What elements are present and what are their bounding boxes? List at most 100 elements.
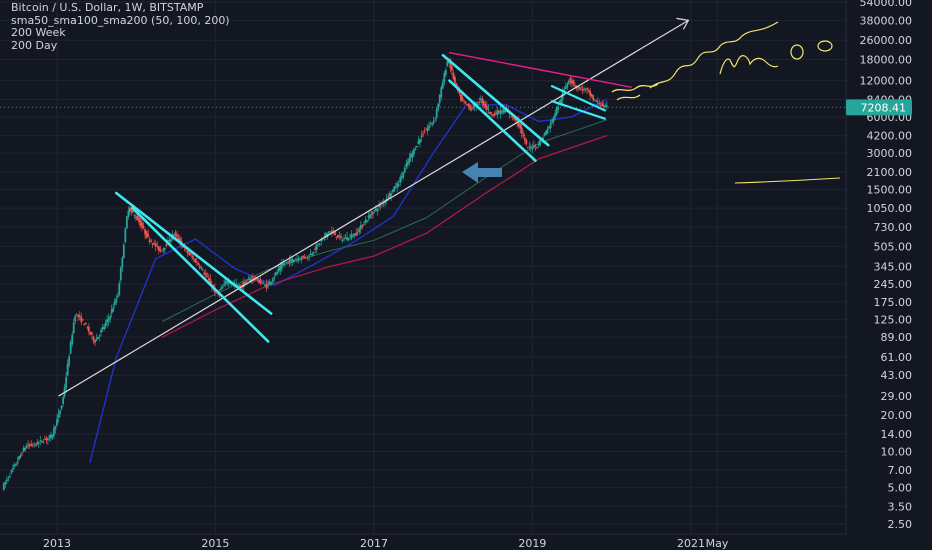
- candle-body: [596, 101, 599, 103]
- candle-body: [12, 467, 14, 470]
- candle-body: [188, 252, 191, 255]
- channel-line-2019-lower: [550, 100, 606, 120]
- time-axis[interactable]: 2013 2015 2017 2019 2021 May: [43, 537, 729, 550]
- candle-body: [508, 113, 511, 115]
- candle-body: [103, 326, 105, 330]
- candle-body: [145, 231, 148, 238]
- price-tick-label: 125.00: [874, 313, 913, 326]
- candle-body: [490, 112, 493, 113]
- candle-body: [604, 105, 607, 107]
- candle-body: [21, 453, 23, 455]
- candle-body: [318, 243, 321, 245]
- candle-body: [25, 446, 28, 448]
- candle-body: [481, 98, 484, 104]
- time-tick-label: 2021: [677, 537, 705, 550]
- candle-body: [69, 342, 72, 354]
- candle-body: [74, 315, 77, 322]
- candle-body: [154, 243, 157, 247]
- candle-body: [413, 148, 415, 155]
- candle-body: [592, 95, 595, 100]
- candle-body: [382, 203, 385, 204]
- candle-body: [144, 229, 146, 235]
- candle-body: [65, 376, 68, 389]
- candle-body: [186, 250, 189, 254]
- candle-body: [22, 447, 25, 452]
- candle-body: [420, 135, 423, 138]
- candle-body: [529, 146, 532, 149]
- current-price-badge[interactable]: [846, 99, 912, 116]
- candle-body: [98, 335, 101, 337]
- candle-body: [416, 145, 418, 148]
- candle-body: [537, 144, 540, 146]
- candle-body: [602, 104, 605, 107]
- candle-body: [267, 283, 270, 285]
- candle-body: [129, 207, 131, 212]
- candle-body: [136, 215, 139, 220]
- candle-body: [236, 284, 239, 286]
- candle-body: [139, 220, 142, 227]
- legend-line-200-day[interactable]: 200 Day: [11, 38, 58, 52]
- candle-body: [71, 334, 74, 345]
- time-tick-label: May: [706, 537, 729, 550]
- candle-body: [356, 232, 359, 234]
- candle-body: [566, 83, 569, 88]
- candle-body: [280, 263, 283, 269]
- candle-body: [425, 129, 427, 131]
- candle-body: [104, 322, 107, 326]
- candle-body: [33, 442, 36, 444]
- candle-body: [567, 80, 570, 84]
- candle-body: [207, 278, 210, 281]
- candle-body: [504, 110, 506, 113]
- candle-body: [170, 239, 172, 242]
- candle-body: [241, 284, 244, 286]
- candle-body: [452, 72, 455, 80]
- candle-body: [151, 243, 154, 245]
- candle-body: [10, 470, 13, 473]
- legend-line-200-week[interactable]: 200 Week: [11, 26, 66, 39]
- candle-body: [523, 137, 526, 141]
- candle-body: [525, 139, 528, 145]
- candle-body: [461, 97, 464, 101]
- candle-body: [39, 440, 42, 441]
- symbol-title[interactable]: Bitcoin / U.S. Dollar, 1W, BITSTAMP: [11, 1, 204, 14]
- candle-body: [106, 319, 109, 323]
- price-axis[interactable]: 54000.00 38000.00 26000.00 18000.00 12000.00…: [846, 0, 912, 531]
- candle-body: [358, 228, 361, 233]
- price-tick-label: 3.50: [888, 500, 913, 513]
- candle-body: [53, 427, 55, 436]
- candle-body: [84, 323, 87, 325]
- candle-body: [270, 281, 273, 284]
- candle-body: [162, 248, 165, 251]
- candle-body: [437, 103, 440, 110]
- candle-body: [569, 78, 572, 82]
- candle-body: [396, 183, 399, 188]
- candle-body: [375, 208, 377, 211]
- candle-body: [80, 316, 83, 323]
- candle-body: [349, 235, 352, 237]
- candle-body: [119, 267, 122, 281]
- candle-body: [419, 138, 421, 144]
- candle-body: [130, 208, 133, 212]
- candle-body: [426, 127, 429, 131]
- candle-body: [478, 101, 481, 104]
- candle-body: [273, 277, 276, 280]
- candle-body: [324, 233, 327, 238]
- price-tick-label: 505.00: [874, 240, 913, 253]
- candle-body: [91, 332, 93, 335]
- indicator-title[interactable]: sma50_sma100_sma200 (50, 100, 200): [11, 13, 230, 27]
- candle-body: [402, 171, 405, 178]
- price-tick-label: 245.00: [874, 278, 913, 291]
- candle-body: [7, 477, 10, 479]
- candle-body: [373, 210, 376, 212]
- sketch-circle: [790, 44, 804, 60]
- candle-body: [68, 356, 71, 365]
- candle-body: [306, 255, 309, 257]
- candle-body: [314, 248, 317, 250]
- candle-body: [31, 444, 34, 446]
- candle-body: [42, 442, 45, 444]
- candle-body: [528, 146, 531, 147]
- candle-body: [578, 87, 581, 90]
- candle-body: [197, 263, 200, 266]
- candle-body: [470, 108, 473, 110]
